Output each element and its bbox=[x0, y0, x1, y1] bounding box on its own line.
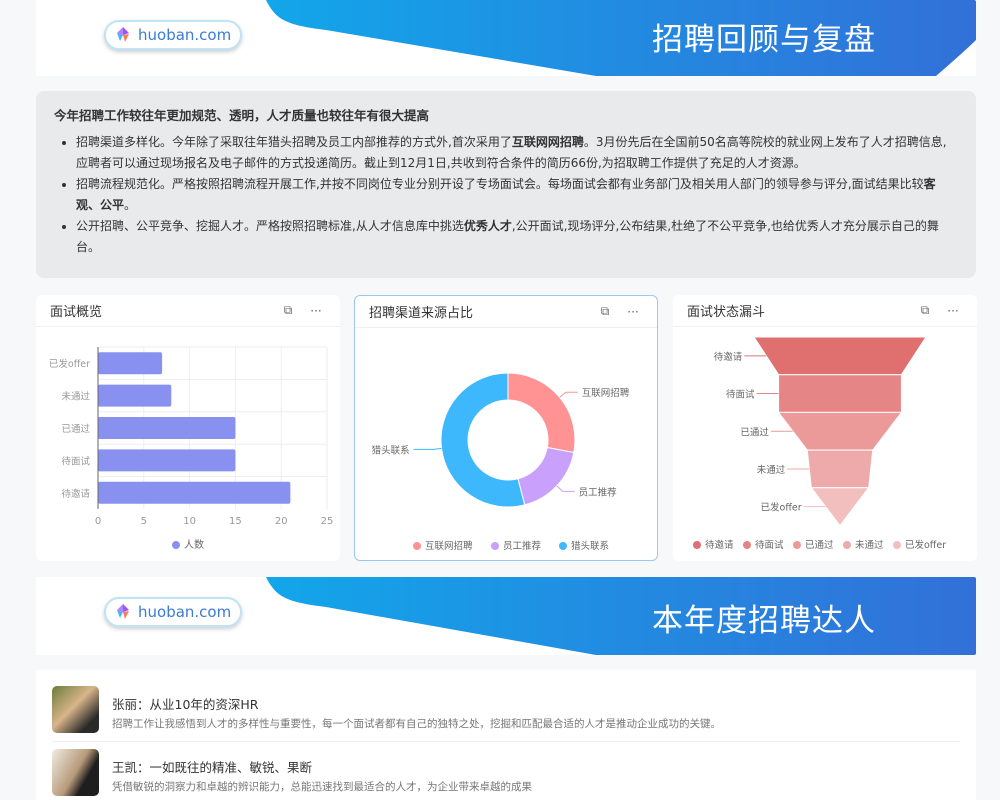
logo-text: huoban.com bbox=[138, 603, 232, 621]
funnel-segment bbox=[806, 449, 874, 489]
y-tick-label: 未通过 bbox=[61, 391, 90, 403]
external-link-icon[interactable]: ⧉ bbox=[600, 304, 610, 318]
y-tick-label: 待面试 bbox=[61, 455, 90, 467]
legend-marker bbox=[743, 541, 751, 549]
legend-label: 待面试 bbox=[755, 539, 784, 551]
huoban-logo[interactable]: huoban.com bbox=[104, 597, 242, 627]
person-desc: 凭借敏锐的洞察力和卓越的辨识能力，总能迅速找到最适合的人才，为企业带来卓越的成果 bbox=[112, 781, 532, 793]
x-tick-label: 5 bbox=[141, 516, 147, 527]
label-line bbox=[413, 447, 442, 450]
legend-marker bbox=[893, 541, 901, 549]
funnel-segment bbox=[810, 487, 870, 527]
legend-label: 人数 bbox=[184, 538, 204, 551]
segment-label: 待邀请 bbox=[714, 351, 743, 363]
summary-box: 今年招聘工作较往年更加规范、透明，人才质量也较往年有很大提高 招聘渠道多样化。今… bbox=[36, 91, 976, 278]
legend-marker bbox=[559, 542, 567, 550]
legend-marker bbox=[793, 541, 801, 549]
label-line bbox=[559, 391, 578, 398]
legend-label: 员工推荐 bbox=[503, 540, 542, 552]
summary-item: 招聘流程规范化。严格按照招聘流程开展工作,并按不同岗位专业分别开设了专场面试会。… bbox=[76, 174, 958, 216]
legend-marker bbox=[843, 541, 851, 549]
summary-item: 招聘渠道多样化。今年除了采取往年猎头招聘及员工内部推荐的方式外,首次采用了互联网… bbox=[76, 132, 958, 174]
x-tick-label: 15 bbox=[229, 516, 242, 527]
external-link-icon[interactable]: ⧉ bbox=[920, 303, 930, 317]
banner-title: 本年度招聘达人 bbox=[652, 603, 876, 639]
legend-label: 未通过 bbox=[855, 539, 884, 551]
external-link-icon[interactable]: ⧉ bbox=[283, 303, 293, 317]
more-icon[interactable]: ··· bbox=[627, 304, 639, 319]
bar bbox=[98, 352, 163, 375]
legend-label: 已通过 bbox=[805, 539, 834, 551]
more-icon[interactable]: ··· bbox=[947, 303, 959, 318]
card-title: 面试状态漏斗 bbox=[687, 305, 766, 320]
bar-chart: 0 5 10 15 20 25 待邀请 待面试 已通过 未通过 已发offer 人数 bbox=[49, 346, 334, 551]
label-line bbox=[556, 485, 575, 492]
legend-label: 待邀请 bbox=[705, 539, 734, 551]
huoban-logo[interactable]: huoban.com bbox=[104, 20, 242, 50]
slice-label: 员工推荐 bbox=[579, 486, 618, 498]
summary-item: 公开招聘、公平竞争、挖掘人才。严格按照招聘标准,从人才信息库中挑选优秀人才,公开… bbox=[76, 216, 958, 258]
slice-label: 猎头联系 bbox=[372, 444, 410, 456]
person-name: 张丽：从业10年的资深HR bbox=[112, 697, 259, 712]
pie-slice bbox=[440, 372, 526, 508]
pie-slice bbox=[507, 372, 576, 454]
x-tick-label: 20 bbox=[275, 516, 288, 527]
funnel-segment bbox=[753, 336, 927, 376]
list-item: 王凯：一如既往的精准、敏锐、果断 凭借敏锐的洞察力和卓越的辨识能力，总能迅速找到… bbox=[52, 749, 962, 799]
legend-label: 猎头联系 bbox=[571, 540, 609, 552]
y-tick-label: 已通过 bbox=[61, 423, 90, 435]
person-desc: 招聘工作让我感悟到人才的多样性与重要性，每一个面试者都有自己的独特之处，挖掘和匹… bbox=[112, 718, 721, 730]
banner-background bbox=[266, 577, 976, 655]
banner-title: 招聘回顾与复盘 bbox=[652, 22, 876, 58]
bar bbox=[98, 417, 236, 439]
legend-marker bbox=[693, 541, 701, 549]
bar bbox=[98, 449, 236, 472]
segment-label: 未通过 bbox=[757, 464, 786, 476]
talent-banner: huoban.com 本年度招聘达人 bbox=[36, 577, 976, 655]
banner-background bbox=[266, 0, 976, 76]
interview-overview-card: 面试概览 ⧉ ··· 0 5 10 15 20 25 待邀请 待面试 已通过 未通过 已发offer 人数 bbox=[36, 295, 340, 561]
y-tick-label: 已发offer bbox=[49, 358, 90, 370]
card-title: 面试概览 bbox=[50, 305, 103, 320]
summary-heading: 今年招聘工作较往年更加规范、透明，人才质量也较往年有很大提高 bbox=[54, 108, 430, 123]
x-tick-label: 10 bbox=[183, 516, 196, 527]
logo-text: huoban.com bbox=[138, 26, 232, 44]
avatar bbox=[52, 749, 99, 796]
talent-list: 张丽：从业10年的资深HR 招聘工作让我感悟到人才的多样性与重要性，每一个面试者… bbox=[36, 670, 976, 800]
logo-icon bbox=[117, 604, 129, 619]
legend-label: 已发offer bbox=[905, 539, 946, 551]
segment-label: 已发offer bbox=[761, 502, 802, 514]
slice-label: 互联网招聘 bbox=[582, 387, 630, 399]
pie-slice bbox=[517, 446, 575, 506]
list-item: 张丽：从业10年的资深HR 招聘工作让我感悟到人才的多样性与重要性，每一个面试者… bbox=[52, 686, 962, 736]
x-tick-label: 25 bbox=[321, 516, 334, 527]
bar bbox=[98, 481, 291, 504]
segment-label: 已通过 bbox=[740, 426, 769, 438]
person-name: 王凯：一如既往的精准、敏锐、果断 bbox=[112, 760, 313, 775]
funnel-segment bbox=[778, 374, 902, 413]
segment-label: 待面试 bbox=[726, 389, 755, 401]
legend-label: 互联网招聘 bbox=[425, 540, 473, 552]
funnel-segment bbox=[777, 411, 903, 451]
card-title: 招聘渠道来源占比 bbox=[369, 306, 474, 321]
more-icon[interactable]: ··· bbox=[310, 303, 322, 318]
logo-icon bbox=[117, 27, 129, 42]
legend-marker bbox=[491, 542, 499, 550]
divider bbox=[52, 741, 960, 742]
bar bbox=[98, 384, 172, 407]
legend-marker bbox=[413, 542, 421, 550]
x-tick-label: 0 bbox=[95, 516, 101, 527]
channel-source-card: 招聘渠道来源占比 ⧉ ··· 互联网招聘 员工推荐 猎头联系 互联网招聘 员工推荐 猎头联系 bbox=[354, 295, 658, 561]
legend-marker bbox=[172, 541, 180, 549]
y-tick-label: 待邀请 bbox=[61, 488, 90, 500]
interview-funnel-card: 面试状态漏斗 ⧉ ··· 待邀请 待面试 已通过 未通过 已发offer 待邀请 待面试 已通过未… bbox=[673, 295, 977, 561]
avatar bbox=[52, 686, 99, 733]
header-banner: huoban.com 招聘回顾与复盘 bbox=[36, 0, 976, 76]
